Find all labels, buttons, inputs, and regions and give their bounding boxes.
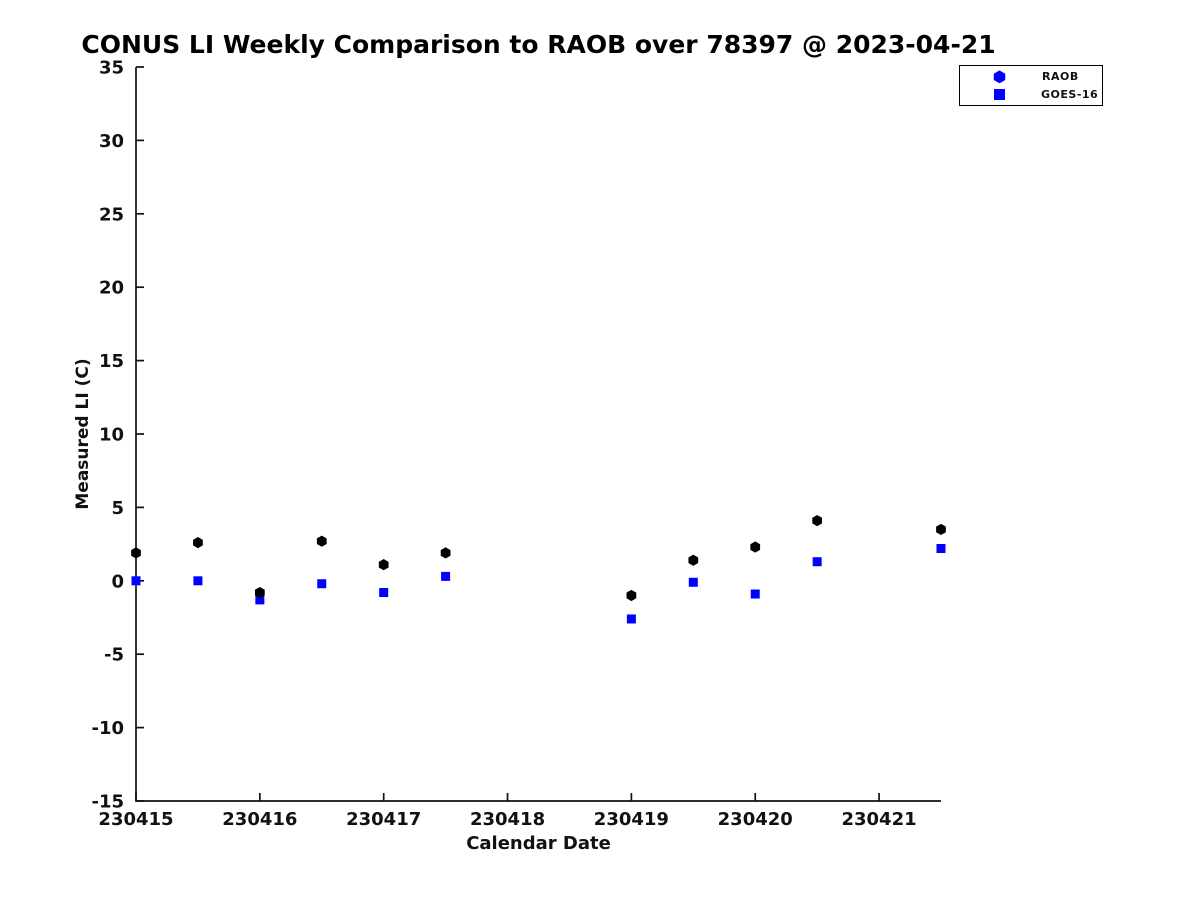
y-tick-label: -5 [104, 645, 124, 666]
y-tick-label: 25 [99, 204, 124, 225]
y-tick-label: -10 [91, 718, 124, 739]
y-tick-label: 5 [111, 498, 124, 519]
data-point-raob [254, 586, 265, 599]
data-point-goes-16 [626, 614, 636, 624]
y-tick-label: 10 [99, 425, 124, 446]
legend-item-goes-16: GOES-16 [960, 88, 1102, 101]
data-point-raob [688, 554, 699, 566]
legend-item-raob: RAOB [960, 70, 1102, 84]
data-point-goes-16 [812, 557, 822, 567]
data-point-raob [131, 547, 141, 559]
legend-label-raob: RAOB [1042, 70, 1079, 84]
data-point-raob [812, 515, 823, 527]
goes-16-square-marker-icon [994, 88, 1005, 100]
y-tick-label: 30 [99, 131, 124, 152]
x-tick-label: 230421 [841, 809, 916, 830]
data-point-goes-16 [688, 577, 698, 587]
y-tick-label: 35 [99, 58, 124, 79]
data-point-goes-16 [441, 571, 451, 581]
data-point-goes-16 [255, 595, 265, 605]
data-point-raob [193, 537, 203, 549]
raob-hexagon-marker-icon [993, 70, 1006, 84]
data-point-goes-16 [317, 579, 327, 589]
data-point-goes-16 [750, 589, 760, 599]
data-point-goes-16 [193, 576, 203, 586]
data-point-raob [378, 559, 389, 571]
x-tick-label: 230416 [222, 809, 297, 830]
y-tick-label: 15 [99, 351, 124, 372]
x-tick-label: 230418 [470, 809, 545, 830]
data-point-raob [936, 523, 946, 536]
x-tick-label: 230419 [594, 809, 669, 830]
x-axis-label: Calendar Date [466, 833, 611, 854]
axes-spines [135, 67, 941, 802]
data-point-raob [316, 535, 327, 547]
x-tick-label: 230415 [98, 809, 173, 830]
y-tick-label: -15 [91, 792, 124, 813]
data-point-raob [750, 541, 761, 553]
y-tick-label: 0 [111, 571, 124, 592]
legend: RAOB GOES-16 [959, 65, 1103, 106]
data-point-raob [440, 547, 451, 559]
x-tick-label: 230420 [718, 809, 793, 830]
x-tick-label: 230417 [346, 809, 421, 830]
data-point-raob [626, 589, 637, 602]
y-tick-label: 20 [99, 278, 124, 299]
data-point-goes-16 [379, 588, 389, 598]
chart-title: CONUS LI Weekly Comparison to RAOB over … [81, 30, 996, 59]
legend-label-goes-16: GOES-16 [1041, 87, 1099, 101]
data-point-goes-16 [936, 544, 946, 554]
data-point-goes-16 [131, 576, 141, 586]
